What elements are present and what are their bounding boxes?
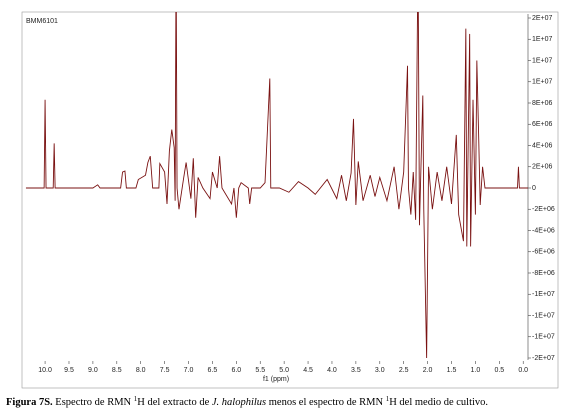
caption-sup: 1 [386, 395, 390, 403]
x-tick-label: 9.5 [64, 367, 74, 374]
y-tick-label: 1E+07 [532, 57, 553, 64]
x-tick-label: 5.5 [255, 367, 265, 374]
x-tick-label: 3.5 [351, 367, 361, 374]
x-tick-label: 9.0 [88, 367, 98, 374]
x-tick-label: 4.5 [303, 367, 313, 374]
y-tick-label: -1E+07 [532, 312, 555, 319]
x-tick-label: 3.0 [375, 367, 385, 374]
x-tick-label: 4.0 [327, 367, 337, 374]
y-tick-label: -2E+07 [532, 355, 555, 362]
y-tick-label: 0 [532, 185, 536, 192]
chart-title: BMM6101 [26, 18, 58, 25]
caption-text: menos el espectro de RMN [266, 397, 386, 408]
y-tick-label: -1E+07 [532, 291, 555, 298]
x-tick-label: 6.0 [231, 367, 241, 374]
caption-text: Espectro de RMN [55, 397, 133, 408]
x-tick-label: 7.0 [184, 367, 194, 374]
caption-sup: 1 [134, 395, 138, 403]
x-tick-label: 1.5 [447, 367, 457, 374]
caption-text: H del extracto de [137, 397, 212, 408]
x-tick-label: 0.0 [518, 367, 528, 374]
y-tick-label: 2E+07 [532, 15, 553, 22]
y-tick-label: -8E+06 [532, 270, 555, 277]
x-tick-label: 7.5 [160, 367, 170, 374]
y-tick-label: 1E+07 [532, 36, 553, 43]
x-tick-label: 5.0 [279, 367, 289, 374]
frame [21, 11, 559, 389]
x-tick-label: 6.5 [208, 367, 218, 374]
caption-species: J. halophilus [212, 397, 266, 408]
x-tick-label: 2.5 [399, 367, 409, 374]
y-tick-label: -2E+06 [532, 206, 555, 213]
y-tick-label: 4E+06 [532, 142, 553, 149]
caption-text: H del medio de cultivo. [389, 397, 488, 408]
x-tick-label: 8.5 [112, 367, 122, 374]
y-tick-label: 2E+06 [532, 164, 553, 171]
x-tick-label: 1.0 [471, 367, 481, 374]
caption-label: Figura 7S. [6, 397, 53, 408]
spectrum-line [25, 12, 528, 359]
x-tick-label: 8.0 [136, 367, 146, 374]
x-tick-label: 10.0 [38, 367, 52, 374]
y-tick-label: 8E+06 [532, 100, 553, 107]
y-tick-label: -4E+06 [532, 227, 555, 234]
x-tick-label: 0.5 [494, 367, 504, 374]
x-axis-label: f1 (ppm) [263, 376, 289, 383]
y-tick-label: -1E+07 [532, 334, 555, 341]
x-tick-label: 2.0 [423, 367, 433, 374]
caption: Figura 7S. Espectro de RMN 1H del extrac… [6, 395, 488, 409]
y-tick-label: -6E+06 [532, 249, 555, 256]
y-tick-label: 1E+07 [532, 79, 553, 86]
y-tick-label: 6E+06 [532, 121, 553, 128]
